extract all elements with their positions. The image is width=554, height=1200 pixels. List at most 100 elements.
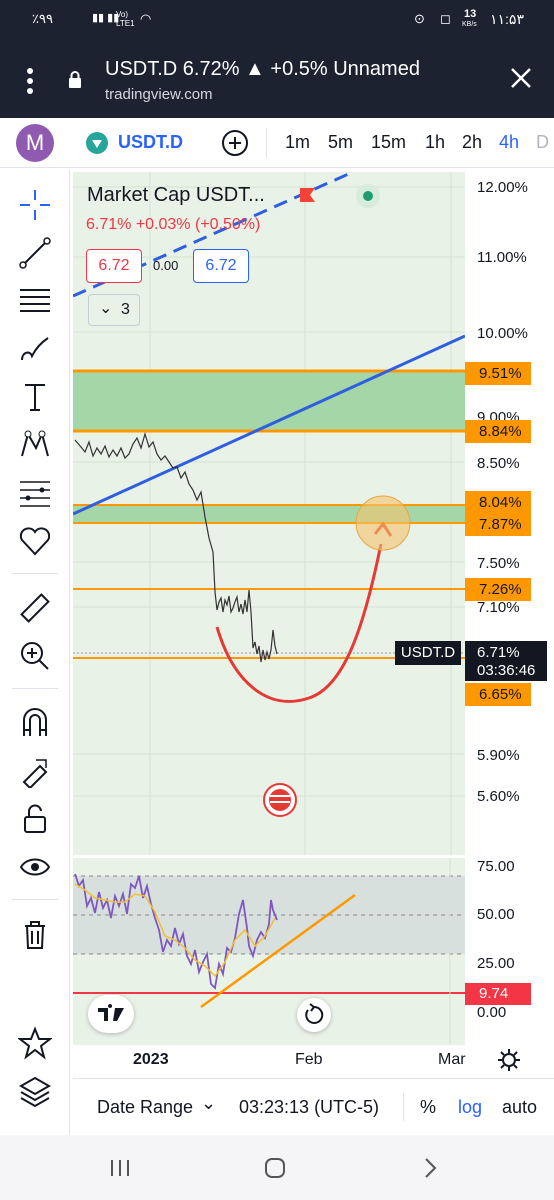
indicators-count: 3 bbox=[121, 301, 130, 318]
price-label: 5.60% bbox=[477, 788, 520, 805]
auto-toggle[interactable]: auto bbox=[502, 1097, 538, 1117]
ruler-icon[interactable] bbox=[15, 588, 55, 628]
chart-drawing bbox=[73, 172, 465, 855]
price-chart[interactable]: Market Cap USDT... 6.71% +0.03% (+0.50%)… bbox=[73, 172, 465, 855]
buy-button[interactable]: 6.72 bbox=[193, 249, 249, 283]
lock-drawings-icon[interactable] bbox=[15, 751, 55, 791]
battery-level: ٪۹۹ bbox=[32, 11, 53, 26]
recent-apps-icon[interactable] bbox=[109, 1159, 131, 1177]
zone-tag: 8.84% bbox=[465, 420, 531, 443]
avatar[interactable]: M bbox=[16, 124, 54, 162]
close-icon[interactable] bbox=[510, 67, 532, 89]
zoom-in-icon[interactable] bbox=[15, 636, 55, 676]
clock: ۱۱:۵۳ bbox=[490, 11, 524, 27]
price-label: 8.50% bbox=[477, 455, 520, 472]
price-label: 10.00% bbox=[477, 325, 528, 342]
timeframe-5m[interactable]: 5m bbox=[328, 132, 354, 152]
text-icon[interactable] bbox=[15, 377, 55, 417]
divider bbox=[266, 128, 267, 158]
drawing-toolbar bbox=[0, 170, 70, 1135]
indicators-toggle[interactable]: ⌄ 3 bbox=[88, 294, 140, 326]
date-range-button[interactable]: Date Range bbox=[97, 1097, 194, 1117]
current-symbol-tag: USDT.D bbox=[395, 641, 461, 665]
timeframe-15m[interactable]: 15m bbox=[371, 132, 407, 152]
bar-countdown: 03:36:46 bbox=[477, 662, 536, 679]
rsi-label: 75.00 bbox=[477, 858, 515, 875]
price-label: 7.10% bbox=[477, 599, 520, 616]
price-label: 12.00% bbox=[477, 179, 528, 196]
timeframe-1h[interactable]: 1h bbox=[425, 132, 446, 152]
more-menu-icon[interactable] bbox=[26, 68, 34, 94]
divider bbox=[12, 573, 58, 574]
zone-tag: 6.65% bbox=[465, 683, 531, 706]
trash-icon[interactable] bbox=[15, 914, 55, 954]
settings-gear-icon[interactable] bbox=[497, 1048, 521, 1072]
chevron-down-icon: ⌄ bbox=[99, 300, 113, 317]
price-label: 11.00% bbox=[477, 249, 527, 266]
fib-retracement-icon[interactable] bbox=[15, 281, 55, 321]
rsi-ma-line bbox=[74, 883, 276, 978]
rsi-trendline bbox=[200, 893, 356, 1009]
crosshair-icon[interactable] bbox=[15, 185, 55, 225]
rsi-panel[interactable] bbox=[73, 858, 465, 1045]
signal-icon: ▮▮ ▮▮ bbox=[92, 12, 120, 24]
bottom-bar: Date Range ⌄ 03:23:13 (UTC-5) % log auto bbox=[73, 1078, 554, 1134]
unlock-icon[interactable] bbox=[15, 799, 55, 839]
add-compare-icon[interactable] bbox=[222, 130, 248, 156]
home-icon[interactable] bbox=[264, 1157, 286, 1179]
reset-icon[interactable] bbox=[297, 998, 331, 1032]
timeframe-4h[interactable]: 4h bbox=[499, 132, 520, 152]
series-name[interactable]: Market Cap USDT... bbox=[87, 184, 265, 206]
timeframe-d[interactable]: D bbox=[536, 132, 549, 152]
time-label: 2023 bbox=[133, 1051, 169, 1068]
page-url[interactable]: tradingview.com bbox=[105, 86, 213, 103]
price-series bbox=[74, 431, 278, 663]
symbol-button[interactable]: USDT.D bbox=[118, 132, 184, 152]
timeframe-2h[interactable]: 2h bbox=[462, 132, 483, 152]
price-scale[interactable]: 12.00% 11.00% 10.00% 9.00% 8.50% 7.50% 7… bbox=[395, 172, 554, 1045]
instagram-icon: ◻ bbox=[440, 11, 451, 26]
tradingview-logo[interactable] bbox=[88, 995, 134, 1033]
sell-button[interactable]: 6.72 bbox=[86, 249, 142, 283]
brush-icon[interactable] bbox=[15, 329, 55, 369]
system-nav-bar bbox=[0, 1135, 554, 1200]
price-label: 7.50% bbox=[477, 555, 520, 572]
zone-tag: 8.04% bbox=[465, 491, 531, 514]
chevron-down-icon[interactable]: ⌄ bbox=[201, 1093, 217, 1113]
wifi-icon: ◠ bbox=[140, 11, 152, 26]
star-icon[interactable] bbox=[15, 1023, 55, 1063]
flag-icon[interactable] bbox=[300, 188, 315, 202]
eye-icon[interactable] bbox=[15, 847, 55, 887]
prediction-icon[interactable] bbox=[15, 473, 55, 513]
price-label: 5.90% bbox=[477, 747, 520, 764]
layers-icon[interactable] bbox=[15, 1071, 55, 1111]
magnet-icon[interactable] bbox=[15, 703, 55, 743]
series-change: 6.71% +0.03% (+0.50%) bbox=[86, 216, 261, 233]
status-bar: ٪۹۹ ▮▮ ▮▮ Vo) LTE1 ◠ ⊙ ◻ 13 KB/s ۱۱:۵۳ bbox=[0, 0, 554, 40]
supply-zone-upper bbox=[73, 371, 465, 432]
log-toggle[interactable]: log bbox=[458, 1097, 483, 1117]
divider bbox=[12, 688, 58, 689]
notification-icon: ⊙ bbox=[414, 11, 425, 26]
current-price-tag: 6.71% 03:36:46 bbox=[465, 641, 547, 681]
chart-toolbar: M USDT.D 1m 5m 15m 1h 2h 4h D bbox=[0, 118, 554, 168]
timeframe-1m[interactable]: 1m bbox=[285, 132, 311, 152]
trendline-icon[interactable] bbox=[15, 233, 55, 273]
percent-toggle[interactable]: % bbox=[420, 1097, 437, 1117]
time-label: Mar bbox=[438, 1051, 466, 1068]
projection-curve bbox=[215, 543, 383, 703]
trendline bbox=[73, 334, 465, 516]
lock-icon bbox=[68, 71, 82, 89]
speed-value: 13 bbox=[464, 8, 477, 20]
zone-tag: 9.51% bbox=[465, 362, 531, 385]
time-axis[interactable]: 2023 Feb Mar bbox=[73, 1045, 554, 1075]
zone-tag: 7.87% bbox=[465, 513, 531, 536]
spread-value: 0.00 bbox=[153, 258, 179, 273]
divider bbox=[12, 899, 58, 900]
back-icon[interactable] bbox=[423, 1157, 437, 1179]
rsi-label: 50.00 bbox=[477, 906, 515, 923]
heart-icon[interactable] bbox=[15, 521, 55, 561]
page-title: USDT.D 6.72% ▲ +0.5% Unnamed bbox=[105, 58, 420, 80]
timezone-clock[interactable]: 03:23:13 (UTC-5) bbox=[239, 1097, 380, 1117]
pattern-icon[interactable] bbox=[15, 425, 55, 465]
